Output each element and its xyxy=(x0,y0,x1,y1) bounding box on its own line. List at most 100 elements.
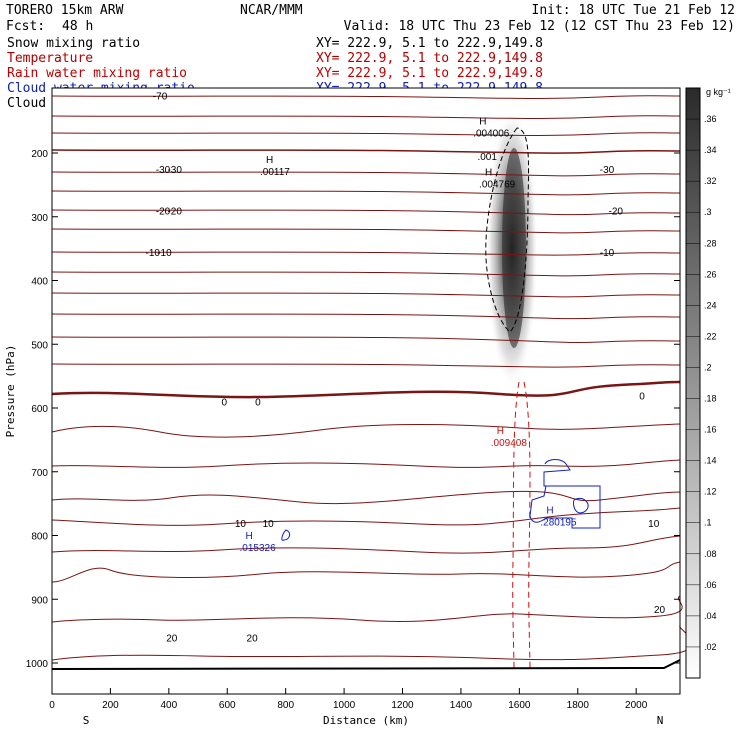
x-tick-label: 1200 xyxy=(391,700,414,711)
high-marker: H xyxy=(497,426,504,437)
colorbar-label: .26 xyxy=(704,269,717,279)
temperature-label: 20 xyxy=(654,605,666,616)
high-marker: H xyxy=(485,168,492,179)
legend-name: Rain water mixing ratio xyxy=(7,66,187,81)
high-marker: H xyxy=(479,117,486,128)
isotherm-line xyxy=(51,209,681,216)
isotherm-line xyxy=(51,423,681,438)
high-value: .015326 xyxy=(240,543,277,554)
init-time: Init: 18 UTC Tue 21 Feb 12 xyxy=(532,3,736,18)
isotherm-line xyxy=(51,95,681,99)
temperature-label: 20 xyxy=(247,634,259,645)
rain-contour-left xyxy=(512,381,520,671)
temperature-label: -20 xyxy=(156,206,171,217)
isotherm-line xyxy=(51,292,681,298)
isotherm-line xyxy=(51,507,681,526)
cloud-water-contour-main xyxy=(529,459,601,529)
ice-contour-label: .001 xyxy=(477,152,497,163)
colorbar-label: .24 xyxy=(704,300,717,310)
temperature-label: 0 xyxy=(255,398,261,409)
x-tick-label: 0 xyxy=(49,700,55,711)
colorbar-label: .3 xyxy=(704,207,712,217)
colorbar-label: .32 xyxy=(704,176,717,186)
isotherm-line xyxy=(51,625,693,661)
cloud-water-contour-inner xyxy=(573,498,589,514)
high-value: .280195 xyxy=(540,518,577,529)
high-marker: H xyxy=(546,506,553,517)
x-axis: 0 200 400 600 800 1000 1200 1400 1600 1800 2000 xyxy=(49,688,648,711)
snow-core xyxy=(502,148,526,348)
high-value: .009408 xyxy=(491,438,528,449)
temperature-label: -30 xyxy=(167,165,182,176)
isotherm-line xyxy=(51,115,681,119)
plot-area xyxy=(52,88,680,694)
y-tick-label: 900 xyxy=(31,595,48,606)
isotherm-zero xyxy=(51,380,681,399)
plot-frame xyxy=(51,87,681,695)
colorbar-label: .12 xyxy=(704,487,717,497)
x-tick-label: 400 xyxy=(160,700,177,711)
colorbar-label: .1 xyxy=(704,518,712,528)
y-tick-label: 700 xyxy=(31,468,48,479)
isotherm-line xyxy=(51,535,681,554)
isotherm-line xyxy=(51,336,681,344)
high-value: .004006 xyxy=(473,129,510,140)
colorbar-label: .28 xyxy=(704,238,717,248)
isotherm-line xyxy=(51,190,681,196)
temperature-label: -20 xyxy=(609,206,624,217)
cloud-water-contour-small xyxy=(281,529,291,541)
model-title: TORERO 15km ARW xyxy=(6,3,124,18)
x-axis-label: Distance (km) xyxy=(323,714,409,727)
colorbar-label: .14 xyxy=(704,456,717,466)
legend-xsec: XY= 222.9, 5.1 to 222.9,149.8 xyxy=(316,66,543,81)
temperature-label: -20 xyxy=(167,206,182,217)
temperature-label: 10 xyxy=(648,519,660,530)
colorbar-unit: g kg⁻¹ xyxy=(706,87,731,97)
isotherm-line xyxy=(51,595,683,623)
temperature-label: 0 xyxy=(222,398,228,409)
temperature-label: -10 xyxy=(600,248,615,259)
rain-contour-right xyxy=(523,381,531,671)
temperature-label: 0 xyxy=(639,391,645,402)
center-title: NCAR/MMM xyxy=(240,3,303,18)
high-value: .00117 xyxy=(260,167,290,178)
isotherm-line xyxy=(51,171,681,177)
y-tick-label: 600 xyxy=(31,404,48,415)
high-marker: H xyxy=(266,155,273,166)
forecast-value: 48 h xyxy=(62,19,93,34)
colorbar-label: .08 xyxy=(704,549,717,559)
isotherm-line xyxy=(51,313,681,320)
valid-time: Valid: 18 UTC Thu 23 Feb 12 (12 CST Thu … xyxy=(344,19,735,34)
temperature-label: 10 xyxy=(263,519,275,530)
rain-contours xyxy=(512,381,531,671)
colorbar-gradient xyxy=(685,87,701,679)
isotherm-line xyxy=(51,561,681,583)
y-tick-label: 800 xyxy=(31,532,48,543)
legend-xsec: XY= 222.9, 5.1 to 222.9,149.8 xyxy=(316,36,543,51)
snow-shading xyxy=(486,108,538,388)
temperature-label: -10 xyxy=(146,248,161,259)
temperature-label: -30 xyxy=(600,165,615,176)
forecast-label: Fcst: xyxy=(6,19,45,34)
isotherm-line xyxy=(51,132,681,136)
colorbar-label: .02 xyxy=(704,642,717,652)
isotherm-line xyxy=(51,459,681,468)
y-tick-label: 500 xyxy=(31,340,48,351)
x-tick-label: 600 xyxy=(219,700,236,711)
y-tick-label: 400 xyxy=(31,277,48,288)
legend-name: Temperature xyxy=(7,51,93,66)
isotherm-line xyxy=(51,149,681,154)
high-value: .004769 xyxy=(479,180,516,191)
colorbar-label: .16 xyxy=(704,425,717,435)
temperature-label: 10 xyxy=(235,519,247,530)
ground-line xyxy=(51,659,681,670)
y-tick-label: 1000 xyxy=(26,659,49,670)
colorbar: .02 .04 .06 .08 .1 .12 .14 .16 .18 .2 .22 .24 .26 .28… xyxy=(685,87,717,679)
temperature-label: 20 xyxy=(166,634,178,645)
temperature-contours xyxy=(51,95,693,661)
x-tick-label: 1000 xyxy=(333,700,356,711)
isotherm-line xyxy=(51,251,681,256)
